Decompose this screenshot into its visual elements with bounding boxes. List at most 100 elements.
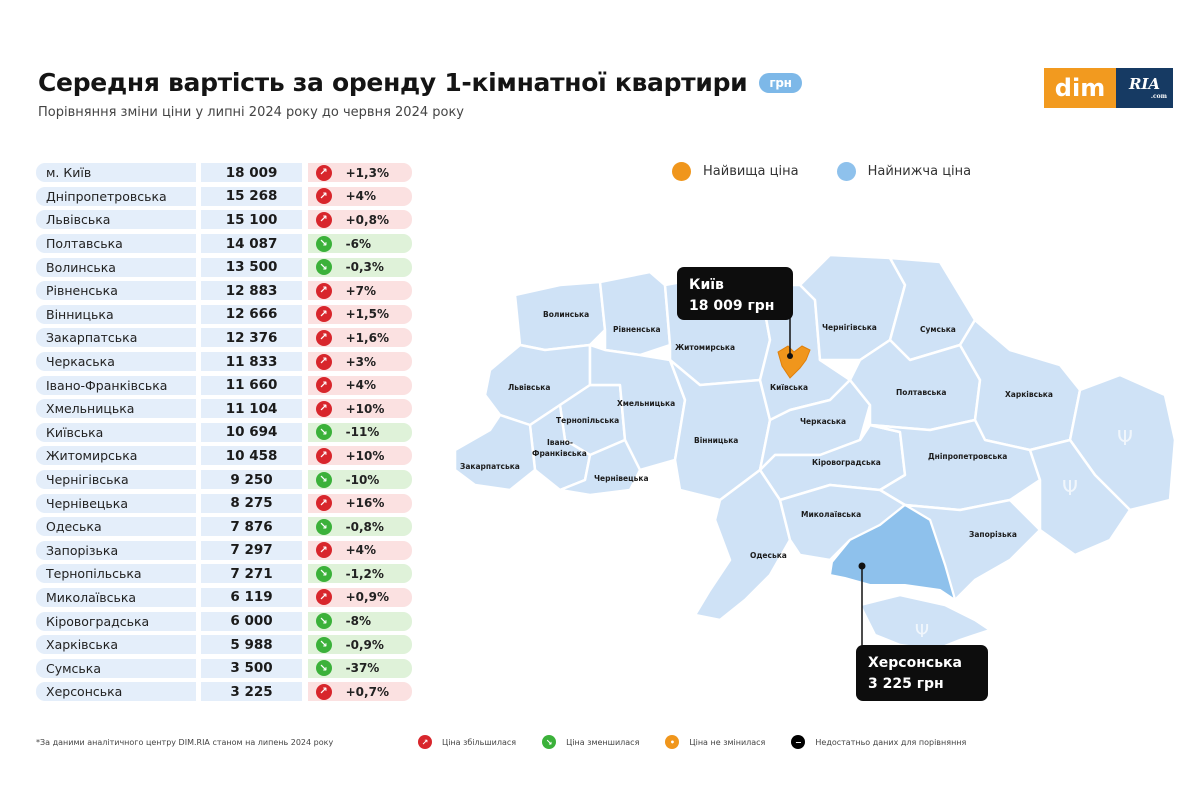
- rent-price: 15 268: [201, 186, 302, 206]
- price-change-value: +4%: [345, 189, 377, 204]
- map-label-ternopilska: Тернопільська: [556, 416, 619, 425]
- arrow-up-right-icon: ↗: [315, 542, 332, 559]
- rent-price: 7 271: [201, 564, 302, 584]
- map-label-odeska: Одеська: [750, 551, 787, 560]
- price-change: ↘ -6%: [307, 234, 413, 254]
- region-name: Запорізька: [36, 540, 196, 560]
- price-change: ↗ +16%: [307, 493, 413, 513]
- map-label-lvivska: Львівська: [508, 383, 550, 392]
- arrow-up-right-icon: ↗: [315, 188, 332, 205]
- trident-icon: Ψ: [1062, 476, 1078, 500]
- table-row: Тернопільська 7 271 ↘ -1,2%: [36, 562, 413, 586]
- map-label-dnipropetrovska: Дніпропетровська: [928, 452, 1007, 461]
- table-row: Дніпропетровська 15 268 ↗ +4%: [36, 185, 413, 209]
- rent-price: 5 988: [201, 635, 302, 655]
- table-row: м. Київ 18 009 ↗ +1,3%: [36, 161, 413, 185]
- price-change-value: -0,9%: [345, 637, 384, 652]
- rent-price: 13 500: [201, 257, 302, 277]
- price-change-value: +1,3%: [345, 165, 389, 180]
- legend-increase-label: Ціна збільшилася: [442, 737, 517, 747]
- price-change: ↗ +4%: [307, 375, 413, 395]
- region-name: Київська: [36, 422, 196, 442]
- map-label-rivnenska: Рівненська: [613, 325, 661, 334]
- legend-increase: ↗ Ціна збільшилася: [418, 735, 516, 749]
- price-change-value: -1,2%: [345, 566, 384, 581]
- orange-dot-icon: [672, 162, 691, 181]
- table-row: Чернігівська 9 250 ↘ -10%: [36, 468, 413, 492]
- logo-ria: RIA .com: [1116, 68, 1173, 108]
- region-name: Полтавська: [36, 234, 196, 254]
- table-row: Житомирська 10 458 ↗ +10%: [36, 444, 413, 468]
- status-legend: ↗ Ціна збільшилася ↘ Ціна зменшилася • Ц…: [418, 735, 966, 749]
- region-chernivetska: [558, 438, 642, 497]
- arrow-up-right-icon: ↗: [315, 683, 332, 700]
- price-change: ↗ +7%: [307, 281, 413, 301]
- map-label-chernihivska: Чернігівська: [822, 323, 877, 332]
- region-name: Черкаська: [36, 352, 196, 372]
- arrow-down-right-icon: ↘: [315, 259, 332, 276]
- minus-icon: −: [791, 735, 806, 749]
- price-change-value: +3%: [345, 354, 377, 369]
- region-zakarpatska: [453, 413, 537, 492]
- arrow-down-right-icon: ↘: [542, 735, 557, 749]
- legend-lowest-label: Найнижча ціна: [867, 164, 972, 179]
- price-change: ↗ +4%: [307, 540, 413, 560]
- map-label-kirovohradska: Кіровоградська: [812, 458, 881, 467]
- price-change-value: -0,8%: [345, 519, 384, 534]
- callout-kherson-name: Херсонська: [868, 655, 963, 671]
- rent-price: 3 225: [201, 682, 302, 702]
- trident-icon: Ψ: [1117, 426, 1133, 450]
- region-crimea: [858, 593, 992, 652]
- logo-ria-domain: .com: [1150, 92, 1167, 100]
- price-change: ↘ -8%: [307, 611, 413, 631]
- map-label-volynska: Волинська: [543, 310, 589, 319]
- price-change: ↗ +4%: [307, 186, 413, 206]
- price-change-value: +1,5%: [345, 307, 389, 322]
- region-name: Рівненська: [36, 281, 196, 301]
- legend-unchanged-label: Ціна не змінилася: [689, 737, 766, 747]
- region-name: Миколаївська: [36, 587, 196, 607]
- rent-price: 7 876: [201, 517, 302, 537]
- table-row: Чернівецька 8 275 ↗ +16%: [36, 491, 413, 515]
- lowest-price-callout: Херсонська 3 225 грн: [856, 645, 988, 701]
- price-change-value: +4%: [345, 543, 377, 558]
- arrow-down-right-icon: ↘: [315, 518, 332, 535]
- arrow-up-right-icon: ↗: [315, 211, 332, 228]
- trident-icon: Ψ: [915, 621, 929, 642]
- legend-lowest: Найнижча ціна: [836, 162, 972, 181]
- region-name: Харківська: [36, 635, 196, 655]
- kyiv-marker: [787, 353, 793, 359]
- dimria-logo: dim RIA .com: [1044, 68, 1173, 108]
- table-row: Херсонська 3 225 ↗ +0,7%: [36, 680, 413, 704]
- table-row: Одеська 7 876 ↘ -0,8%: [36, 515, 413, 539]
- price-change: ↘ -0,3%: [307, 257, 413, 277]
- rent-price: 3 500: [201, 658, 302, 678]
- price-change: ↘ -0,8%: [307, 517, 413, 537]
- region-name: Кіровоградська: [36, 611, 196, 631]
- table-row: Вінницька 12 666 ↗ +1,5%: [36, 303, 413, 327]
- table-row: Миколаївська 6 119 ↗ +0,9%: [36, 586, 413, 610]
- arrow-up-right-icon: ↗: [315, 353, 332, 370]
- price-change: ↗ +0,8%: [307, 210, 413, 230]
- ukraine-map: Ψ Ψ Ψ Волинська Рівненська Житомирська К…: [450, 250, 1190, 710]
- page-subtitle: Порівняння зміни ціни у липні 2024 року …: [38, 105, 464, 120]
- map-label-mykolaivska: Миколаївська: [801, 510, 861, 519]
- map-label-zhytomyrska: Житомирська: [675, 343, 735, 352]
- price-change-value: +7%: [345, 283, 377, 298]
- rent-price: 12 376: [201, 328, 302, 348]
- price-change-value: +10%: [345, 448, 385, 463]
- highest-price-callout: Київ 18 009 грн: [677, 267, 793, 320]
- arrow-up-right-icon: ↗: [315, 164, 332, 181]
- arrow-up-right-icon: ↗: [418, 735, 432, 749]
- map-label-zaporizka: Запорізька: [969, 530, 1017, 539]
- kherson-marker: [858, 562, 866, 570]
- rent-price: 18 009: [201, 163, 302, 183]
- table-row: Харківська 5 988 ↘ -0,9%: [36, 633, 413, 657]
- price-change-value: +1,6%: [345, 330, 389, 345]
- rent-price: 8 275: [201, 493, 302, 513]
- table-row: Закарпатська 12 376 ↗ +1,6%: [36, 326, 413, 350]
- price-change-value: -0,3%: [345, 260, 384, 275]
- arrow-down-right-icon: ↘: [315, 636, 332, 653]
- arrow-up-right-icon: ↗: [315, 282, 332, 299]
- region-name: Житомирська: [36, 446, 196, 466]
